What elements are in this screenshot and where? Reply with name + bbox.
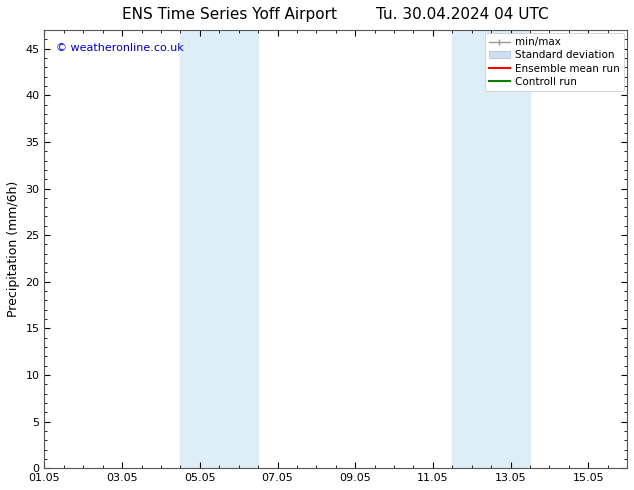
Title: ENS Time Series Yoff Airport        Tu. 30.04.2024 04 UTC: ENS Time Series Yoff Airport Tu. 30.04.2… xyxy=(122,7,549,22)
Text: © weatheronline.co.uk: © weatheronline.co.uk xyxy=(56,43,184,53)
Legend: min/max, Standard deviation, Ensemble mean run, Controll run: min/max, Standard deviation, Ensemble me… xyxy=(485,33,624,91)
Y-axis label: Precipitation (mm/6h): Precipitation (mm/6h) xyxy=(7,181,20,317)
Bar xyxy=(181,30,258,468)
Bar xyxy=(452,30,530,468)
